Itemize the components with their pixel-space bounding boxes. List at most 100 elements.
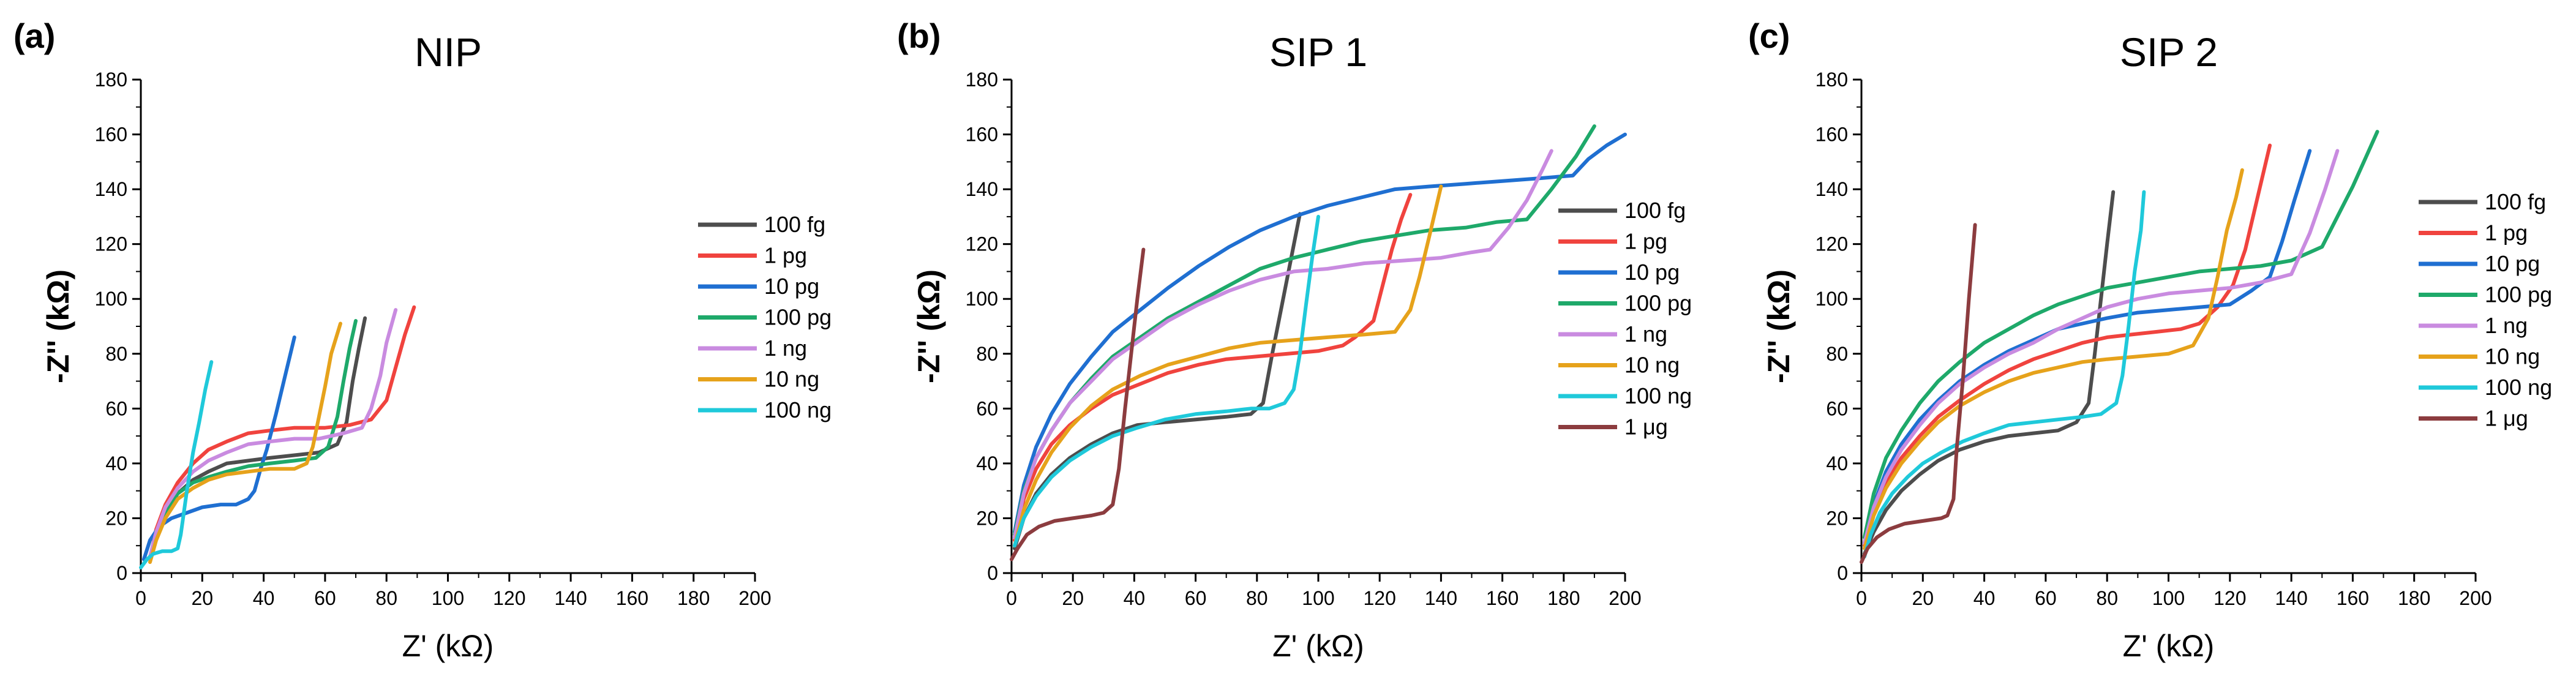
y-tick-label: 140 (95, 178, 127, 200)
legend: 100 fg 1 pg 10 pg 100 pg 1 ng 10 ng 100 ng 1 μg (2419, 189, 2552, 431)
series-line (1863, 190, 2116, 556)
x-axis-label: Z' (kΩ) (402, 629, 494, 663)
y-tick-label: 80 (105, 343, 127, 365)
x-tick-label: 80 (1246, 587, 1268, 609)
y-tick-label: 120 (95, 233, 127, 255)
x-tick-label: 0 (135, 587, 146, 609)
series-line (1013, 193, 1413, 542)
y-tick-label: 120 (1816, 233, 1848, 255)
x-tick-label: 140 (1425, 587, 1457, 609)
series-line (1013, 132, 1627, 534)
series-line (1013, 184, 1443, 548)
x-tick-label: 100 (432, 587, 464, 609)
y-tick-label: 160 (95, 124, 127, 146)
legend-label: 1 ng (1624, 321, 1667, 347)
series-line (148, 319, 358, 559)
x-tick-label: 160 (2337, 587, 2369, 609)
x-tick-label: 200 (738, 587, 771, 609)
y-tick-label: 60 (1826, 397, 1848, 419)
x-tick-label: 60 (2035, 587, 2057, 609)
x-tick-label: 180 (2398, 587, 2430, 609)
y-tick-label: 40 (1826, 452, 1848, 475)
y-tick-label: 160 (966, 124, 998, 146)
y-tick-label: 80 (976, 343, 998, 365)
x-tick-label: 40 (1124, 587, 1146, 609)
legend-label: 10 ng (1624, 353, 1680, 378)
series-line (1013, 212, 1302, 550)
y-tick-label: 0 (1837, 562, 1848, 584)
series-line (148, 305, 416, 561)
series-line (1863, 149, 2312, 545)
legend-label: 100 pg (764, 305, 832, 330)
series-line (148, 321, 342, 565)
legend-label: 10 pg (764, 274, 819, 299)
x-tick-label: 120 (1364, 587, 1396, 609)
series-line (1863, 130, 2379, 539)
series-line (1863, 149, 2340, 545)
x-tick-label: 0 (1856, 587, 1867, 609)
legend-label: 100 fg (764, 212, 825, 237)
y-tick-label: 0 (116, 562, 127, 584)
y-tick-label: 100 (1816, 288, 1848, 310)
series-line (139, 360, 214, 569)
y-tick-label: 100 (95, 288, 127, 310)
x-tick-label: 160 (616, 587, 648, 609)
y-tick-label: 180 (95, 69, 127, 91)
x-tick-label: 160 (1486, 587, 1519, 609)
series-line (1863, 143, 2272, 548)
legend: 100 fg 1 pg 10 pg 100 pg 1 ng 10 ng 100 ng (698, 212, 832, 422)
x-tick-label: 40 (1973, 587, 1996, 609)
x-tick-label: 120 (493, 587, 525, 609)
legend-label: 100 pg (2485, 282, 2552, 307)
series-line (1863, 168, 2244, 550)
legend-label: 100 fg (2485, 189, 2546, 214)
y-tick-label: 180 (1816, 69, 1848, 91)
y-tick-label: 140 (1816, 178, 1848, 200)
y-tick-label: 20 (976, 507, 998, 529)
series-line (1013, 149, 1553, 539)
legend-label: 1 μg (2485, 406, 2528, 431)
x-axis-label: Z' (kΩ) (2123, 629, 2215, 663)
panel-label: (b) (897, 17, 941, 55)
y-tick-label: 80 (1826, 343, 1848, 365)
y-tick-label: 120 (966, 233, 998, 255)
legend-label: 1 ng (764, 336, 807, 361)
x-tick-label: 140 (2275, 587, 2307, 609)
y-tick-label: 140 (966, 178, 998, 200)
x-tick-label: 80 (375, 587, 397, 609)
y-axis-label: -Z'' (kΩ) (41, 269, 75, 383)
x-tick-label: 100 (1302, 587, 1334, 609)
x-tick-label: 180 (677, 587, 710, 609)
x-tick-label: 200 (1609, 587, 1641, 609)
legend-label: 10 pg (1624, 260, 1680, 285)
series-line (1013, 214, 1320, 548)
series-line (1010, 247, 1146, 561)
x-tick-label: 20 (1912, 587, 1934, 609)
y-tick-label: 100 (966, 288, 998, 310)
y-tick-label: 60 (105, 397, 127, 419)
legend-label: 100 ng (764, 397, 832, 422)
legend-label: 10 ng (2485, 344, 2540, 369)
legend-label: 1 pg (1624, 229, 1667, 254)
chart-title: SIP 1 (1269, 29, 1367, 75)
y-tick-label: 20 (105, 507, 127, 529)
x-tick-label: 180 (1547, 587, 1580, 609)
x-tick-label: 200 (2459, 587, 2492, 609)
y-tick-label: 60 (976, 397, 998, 419)
x-tick-label: 20 (1062, 587, 1084, 609)
chart-title: SIP 2 (2120, 29, 2218, 75)
x-tick-label: 140 (554, 587, 587, 609)
x-tick-label: 40 (253, 587, 275, 609)
series-line (1863, 190, 2146, 559)
panel-label: (c) (1748, 17, 1790, 55)
x-tick-label: 60 (314, 587, 336, 609)
chart-panel-3: (c) SIP 2 0 20 40 60 80 100 120 140 160 180 200 0 20 40… (1748, 17, 2552, 663)
series-line (1860, 223, 1977, 565)
y-tick-label: 40 (105, 452, 127, 475)
series-line (148, 308, 398, 559)
legend: 100 fg 1 pg 10 pg 100 pg 1 ng 10 ng 100 ng 1 μg (1558, 198, 1692, 440)
chart-panel-2: (b) SIP 1 0 20 40 60 80 100 120 140 160 180 200 0 20 40… (897, 17, 1692, 663)
legend-label: 100 pg (1624, 291, 1692, 316)
chart-title: NIP (415, 29, 482, 75)
y-tick-label: 160 (1816, 124, 1848, 146)
